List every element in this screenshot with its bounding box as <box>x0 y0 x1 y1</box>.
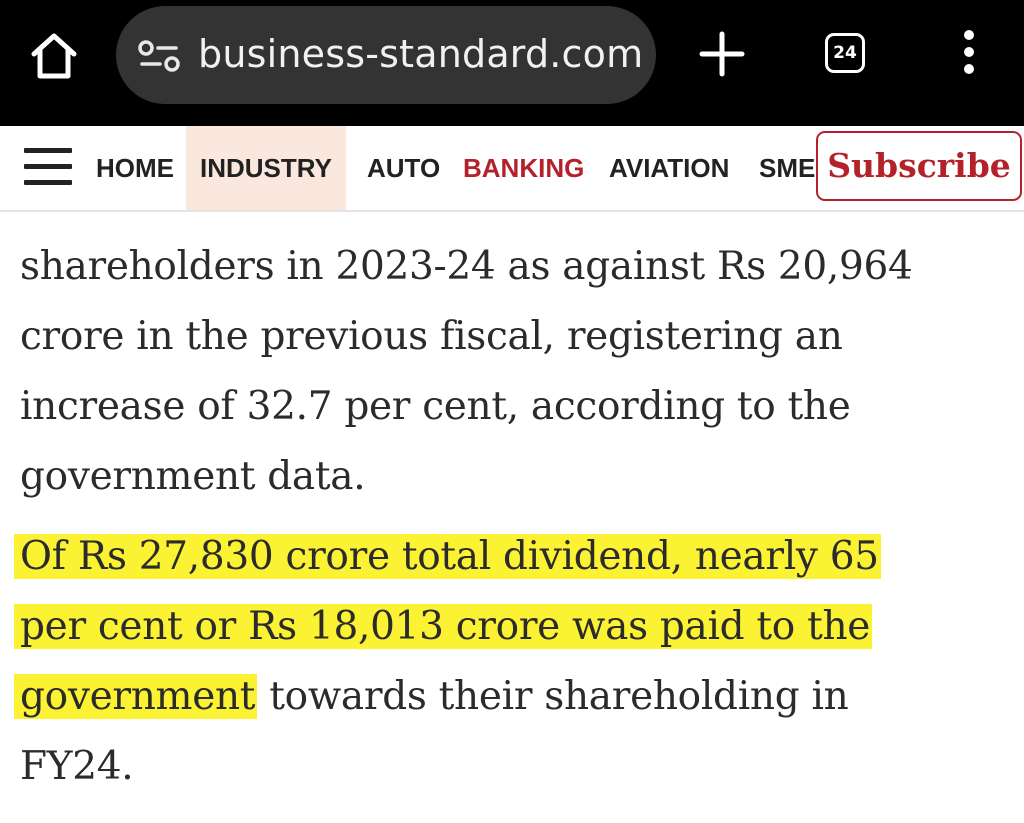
paragraph-line: FY24. <box>20 744 134 789</box>
plus-icon[interactable] <box>696 28 748 80</box>
browser-toolbar: business-standard.com 24 <box>0 0 1024 126</box>
nav-item-auto[interactable]: AUTO <box>367 153 441 183</box>
subscribe-button[interactable]: Subscribe <box>816 131 1022 201</box>
nav-item-home[interactable]: HOME <box>96 153 174 183</box>
nav-item-industry[interactable]: INDUSTRY <box>186 126 346 210</box>
paragraph-text: towards their shareholding in <box>257 674 849 719</box>
site-settings-icon[interactable] <box>138 40 182 72</box>
paragraph-line: crore in the previous fiscal, registerin… <box>20 314 843 359</box>
paragraph-line: shareholders in 2023-24 as against Rs 20… <box>20 244 913 289</box>
nav-item-sme[interactable]: SME <box>759 153 816 183</box>
clipped-text-fragment <box>700 205 770 213</box>
highlighted-text: government <box>14 674 258 719</box>
paragraph-line: government data. <box>20 454 366 499</box>
nav-item-aviation[interactable]: AVIATION <box>609 153 730 183</box>
paragraph-line: increase of 32.7 per cent, according to … <box>20 384 851 429</box>
home-icon[interactable] <box>26 28 82 84</box>
url-text[interactable]: business-standard.com <box>198 32 644 76</box>
article-paragraph: shareholders in 2023-24 as against Rs 20… <box>20 232 1020 512</box>
nav-item-banking[interactable]: BANKING <box>463 153 585 183</box>
highlighted-paragraph: Of Rs 27,830 crore total dividend, nearl… <box>14 522 1020 802</box>
highlighted-text: per cent or Rs 18,013 crore was paid to … <box>14 604 873 649</box>
tab-count: 24 <box>833 43 857 63</box>
address-bar[interactable]: business-standard.com <box>116 6 656 104</box>
more-vertical-icon[interactable] <box>955 30 983 80</box>
site-navigation: HOME INDUSTRY AUTO BANKING AVIATION SME … <box>0 126 1024 212</box>
hamburger-menu-icon[interactable] <box>24 148 72 188</box>
highlighted-text: Of Rs 27,830 crore total dividend, nearl… <box>14 534 881 579</box>
tab-switcher-icon[interactable]: 24 <box>825 33 865 73</box>
